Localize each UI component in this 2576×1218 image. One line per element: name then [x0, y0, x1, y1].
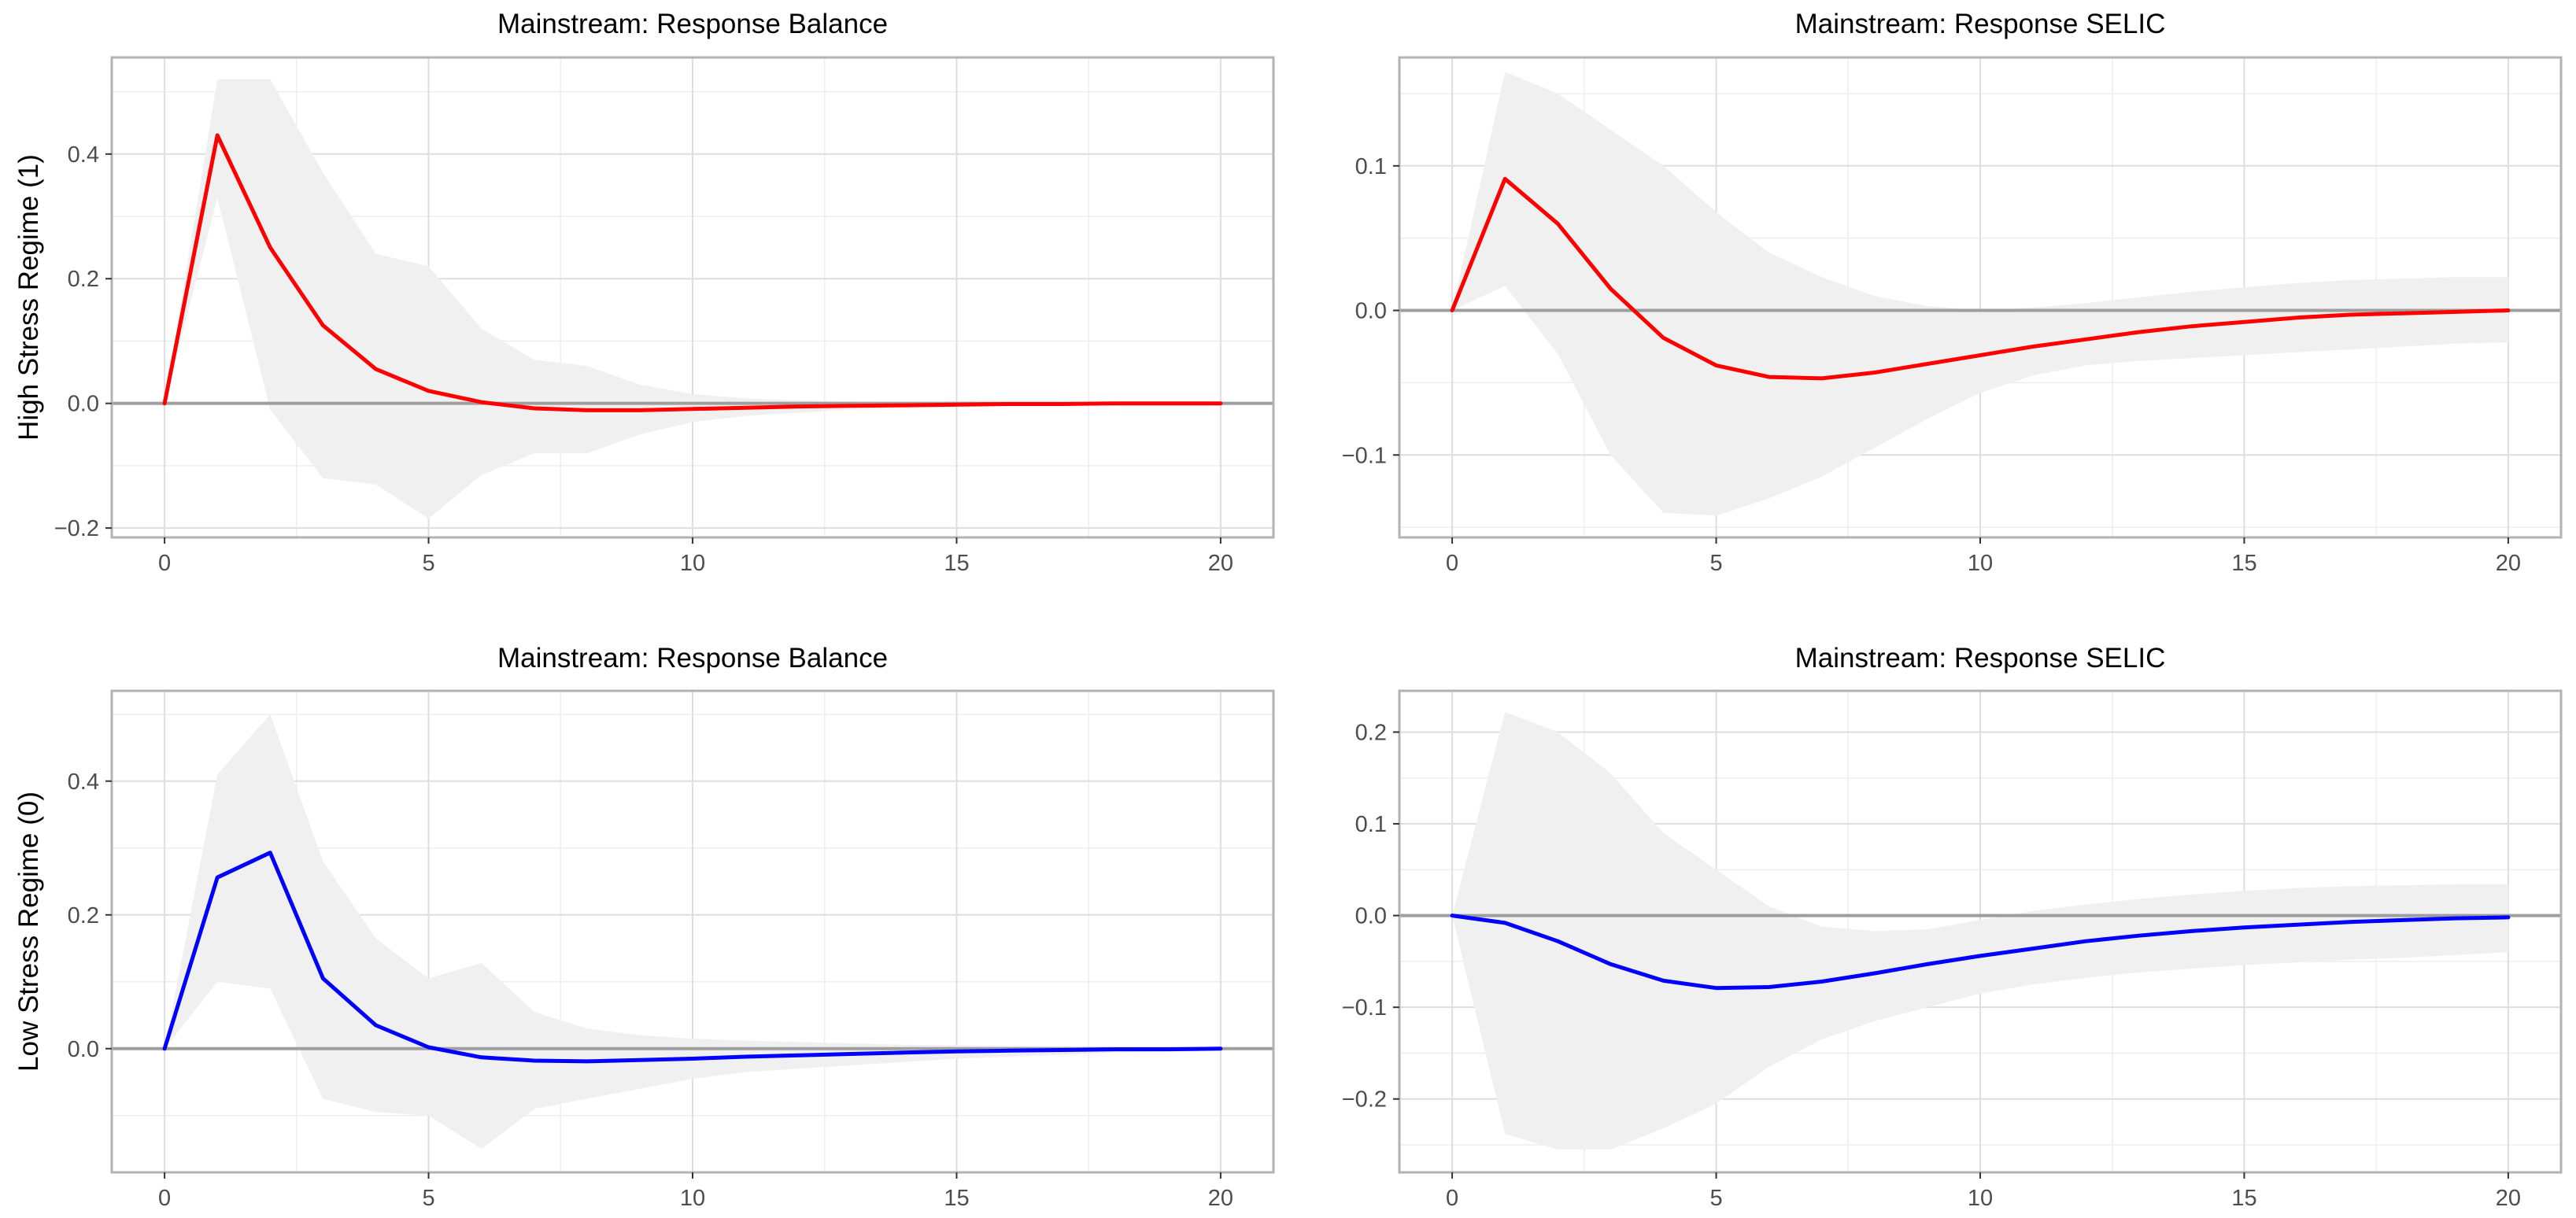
- y-tick-label: 0.0: [1355, 299, 1387, 324]
- panel-3: 0 5 10 15 20 0.0 0.2 0.4 Mainstream: Response Ba…: [13, 643, 1275, 1211]
- y-tick-label: 0.4: [68, 142, 99, 168]
- x-tick-label: 15: [944, 551, 969, 576]
- panel-2: 0 5 10 15 20 −0.1 0.0 0.1 Mainstream: Response S…: [1342, 9, 2563, 576]
- confidence-band: [1452, 72, 2508, 516]
- y-axis-title: Low Stress Regime (0): [13, 792, 44, 1072]
- x-tick-label: 10: [680, 551, 705, 576]
- x-tick-label: 10: [1968, 551, 1993, 576]
- x-tick-label: 10: [680, 1186, 705, 1211]
- x-tick-label: 5: [1709, 551, 1722, 576]
- y-tick-label: 0.1: [1355, 154, 1387, 179]
- y-tick-label: 0.2: [68, 903, 99, 928]
- x-tick-label: 20: [2496, 551, 2521, 576]
- y-tick-label: −0.1: [1342, 995, 1387, 1021]
- confidence-band: [164, 714, 1221, 1150]
- y-tick-label: 0.0: [1355, 904, 1387, 929]
- panel-title: Mainstream: Response SELIC: [1795, 643, 2166, 674]
- x-tick-label: 20: [2496, 1186, 2521, 1211]
- x-tick-label: 0: [1446, 551, 1458, 576]
- y-tick-label: 0.2: [68, 267, 99, 292]
- x-tick-label: 5: [422, 551, 434, 576]
- x-tick-label: 15: [944, 1186, 969, 1211]
- y-tick-label: −0.2: [1342, 1087, 1387, 1113]
- y-tick-label: 0.4: [68, 770, 99, 795]
- response-line: [162, 851, 1223, 1064]
- y-tick-label: 0.0: [68, 392, 99, 417]
- panel-title: Mainstream: Response Balance: [497, 643, 888, 674]
- x-tick-label: 15: [2231, 551, 2256, 576]
- panel-4: 0 5 10 15 20 −0.2 −0.1 0.0 0.1 0.2 Mainstream: Res…: [1342, 643, 2563, 1211]
- y-axis-title: High Stress Regime (1): [13, 154, 44, 441]
- x-tick-label: 10: [1968, 1186, 1993, 1211]
- x-tick-label: 0: [158, 1186, 171, 1211]
- panel-1: 0 5 10 15 20 −0.2 0.0 0.2 0.4 Mainstream: Respons…: [13, 9, 1275, 576]
- x-tick-label: 20: [1208, 551, 1233, 576]
- x-tick-label: 5: [422, 1186, 434, 1211]
- y-tick-label: 0.1: [1355, 812, 1387, 837]
- y-tick-label: 0.2: [1355, 720, 1387, 745]
- y-tick-label: −0.1: [1342, 443, 1387, 468]
- confidence-band: [164, 79, 1221, 519]
- y-tick-label: −0.2: [54, 516, 99, 541]
- x-tick-label: 20: [1208, 1186, 1233, 1211]
- x-tick-label: 5: [1709, 1186, 1722, 1211]
- response-line: [1450, 176, 2511, 381]
- response-line: [1450, 914, 2511, 991]
- x-tick-label: 0: [158, 551, 171, 576]
- x-tick-label: 0: [1446, 1186, 1458, 1211]
- panel-title: Mainstream: Response Balance: [497, 9, 888, 39]
- confidence-band: [1452, 711, 2508, 1150]
- panel-title: Mainstream: Response SELIC: [1795, 9, 2166, 39]
- y-tick-label: 0.0: [68, 1037, 99, 1062]
- x-tick-label: 15: [2231, 1186, 2256, 1211]
- response-line: [162, 133, 1223, 412]
